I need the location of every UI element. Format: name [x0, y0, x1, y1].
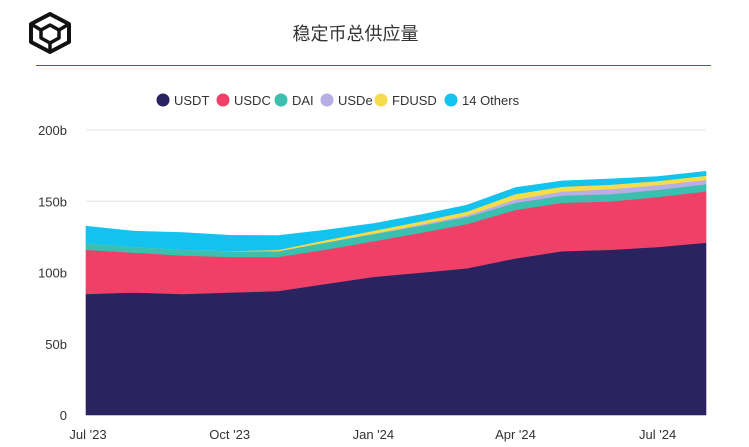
- legend-label-usdc[interactable]: USDC: [234, 93, 271, 108]
- legend-marker-fdusd[interactable]: [374, 93, 388, 107]
- chart-areas: [85, 170, 707, 416]
- legend-label-usde[interactable]: USDe: [338, 93, 373, 108]
- y-axis-ticks: 200b 150b 100b 50b 0: [38, 123, 67, 423]
- y-tick-label: 150b: [38, 194, 67, 209]
- y-tick-label: 50b: [45, 337, 67, 352]
- legend-label-14-others[interactable]: 14 Others: [462, 93, 520, 108]
- x-tick-label: Jul '23: [69, 427, 106, 442]
- x-tick-label: Jul '24: [639, 427, 676, 442]
- cube-logo-icon[interactable]: [28, 12, 72, 54]
- chart-legend: USDT USDC DAI USDe FDUSD 14 Others: [156, 93, 520, 108]
- legend-marker-usdc[interactable]: [216, 93, 230, 107]
- legend-label-dai[interactable]: DAI: [292, 93, 314, 108]
- page-title: 稳定币总供应量: [292, 24, 419, 45]
- legend-marker-dai[interactable]: [274, 93, 288, 107]
- header: 稳定币总供应量: [0, 0, 749, 66]
- y-tick-label: 100b: [38, 266, 67, 281]
- x-tick-label: Jan '24: [353, 427, 395, 442]
- legend-label-fdusd[interactable]: FDUSD: [392, 93, 437, 108]
- legend-label-usdt[interactable]: USDT: [174, 93, 209, 108]
- area-14-others[interactable]: [85, 170, 707, 252]
- x-tick-label: Oct '23: [209, 427, 250, 442]
- legend-marker-usdt[interactable]: [156, 93, 170, 107]
- x-tick-label: Apr '24: [495, 427, 536, 442]
- y-tick-label: 0: [60, 408, 67, 423]
- legend-marker-14-others[interactable]: [444, 93, 458, 107]
- x-axis-ticks: Jul '23 Oct '23 Jan '24 Apr '24 Jul '24: [69, 427, 676, 442]
- header-divider: [36, 65, 711, 66]
- y-tick-label: 200b: [38, 123, 67, 138]
- stacked-area-chart: USDT USDC DAI USDe FDUSD 14 Others 200b 150b 10…: [38, 93, 707, 442]
- legend-marker-usde[interactable]: [320, 93, 334, 107]
